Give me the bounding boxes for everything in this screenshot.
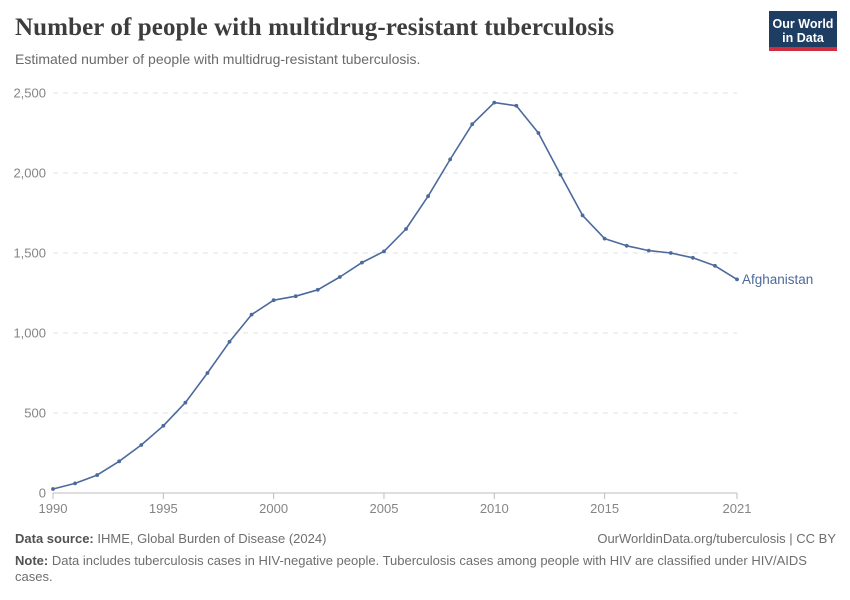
data-point[interactable] [161, 423, 166, 428]
data-source: Data source: IHME, Global Burden of Dise… [15, 531, 326, 546]
footer-source-row: Data source: IHME, Global Burden of Dise… [15, 531, 836, 546]
chart-svg: 0 500 1,000 1,500 2,000 2,500 1990 1995 2000 2005… [13, 86, 813, 517]
data-point[interactable] [514, 103, 519, 108]
data-source-text: IHME, Global Burden of Disease (2024) [93, 531, 327, 546]
data-point[interactable] [492, 100, 497, 105]
data-point[interactable] [271, 298, 276, 303]
data-point[interactable] [735, 277, 739, 282]
data-point[interactable] [646, 248, 651, 253]
x-tick-label: 1995 [149, 501, 178, 516]
data-point[interactable] [293, 294, 298, 299]
attribution-link[interactable]: OurWorldinData.org/tuberculosis | CC BY [597, 531, 836, 546]
data-point[interactable] [337, 275, 342, 279]
x-tick-label: 2005 [370, 501, 399, 516]
y-tick-label: 2,000 [13, 166, 46, 181]
x-tick-label: 2010 [480, 501, 509, 516]
data-point[interactable] [360, 260, 364, 265]
data-point[interactable] [183, 400, 188, 405]
page-title: Number of people with multidrug-resistan… [15, 14, 615, 41]
data-point[interactable] [382, 249, 386, 254]
data-point[interactable] [624, 243, 629, 248]
y-tick-label: 500 [24, 406, 46, 421]
note: Note: Data includes tuberculosis cases i… [15, 553, 815, 585]
data-source-label: Data source: [15, 531, 94, 546]
data-point[interactable] [668, 251, 673, 255]
note-label: Note: [15, 553, 49, 568]
data-point[interactable] [139, 443, 144, 447]
x-tick-label: 2000 [259, 501, 288, 516]
data-point[interactable] [713, 263, 717, 268]
data-point[interactable] [470, 122, 475, 127]
data-point[interactable] [95, 473, 100, 477]
data-point[interactable] [227, 339, 232, 344]
logo-red-bar [769, 47, 837, 51]
data-point[interactable] [558, 172, 563, 177]
logo-line2: in Data [782, 31, 824, 45]
x-tick-label: 2021 [723, 501, 752, 516]
logo-line1: Our World [772, 17, 834, 31]
data-point[interactable] [426, 194, 430, 199]
data-point[interactable] [249, 312, 254, 317]
data-point[interactable] [536, 131, 541, 135]
data-point[interactable] [117, 459, 122, 464]
data-point[interactable] [690, 255, 695, 260]
data-point[interactable] [602, 236, 607, 241]
x-tick-label: 2015 [590, 501, 619, 516]
data-point[interactable] [51, 487, 55, 491]
series-line-afghanistan[interactable] [52, 101, 738, 490]
y-tick-label: 0 [39, 486, 46, 501]
data-point[interactable] [315, 287, 320, 292]
data-point[interactable] [205, 371, 210, 375]
note-text: Data includes tuberculosis cases in HIV-… [15, 553, 807, 584]
data-point[interactable] [404, 227, 408, 231]
data-point[interactable] [580, 213, 585, 218]
data-point[interactable] [448, 157, 453, 162]
owid-logo[interactable]: Our World in Data [769, 11, 837, 51]
chart-subtitle: Estimated number of people with multidru… [15, 51, 421, 67]
y-tick-label: 2,500 [13, 86, 46, 101]
y-tick-label: 1,500 [13, 246, 46, 261]
data-point[interactable] [73, 481, 77, 486]
series-label[interactable]: Afghanistan [742, 272, 813, 287]
y-tick-label: 1,000 [13, 326, 46, 341]
x-tick-label: 1990 [39, 501, 68, 516]
